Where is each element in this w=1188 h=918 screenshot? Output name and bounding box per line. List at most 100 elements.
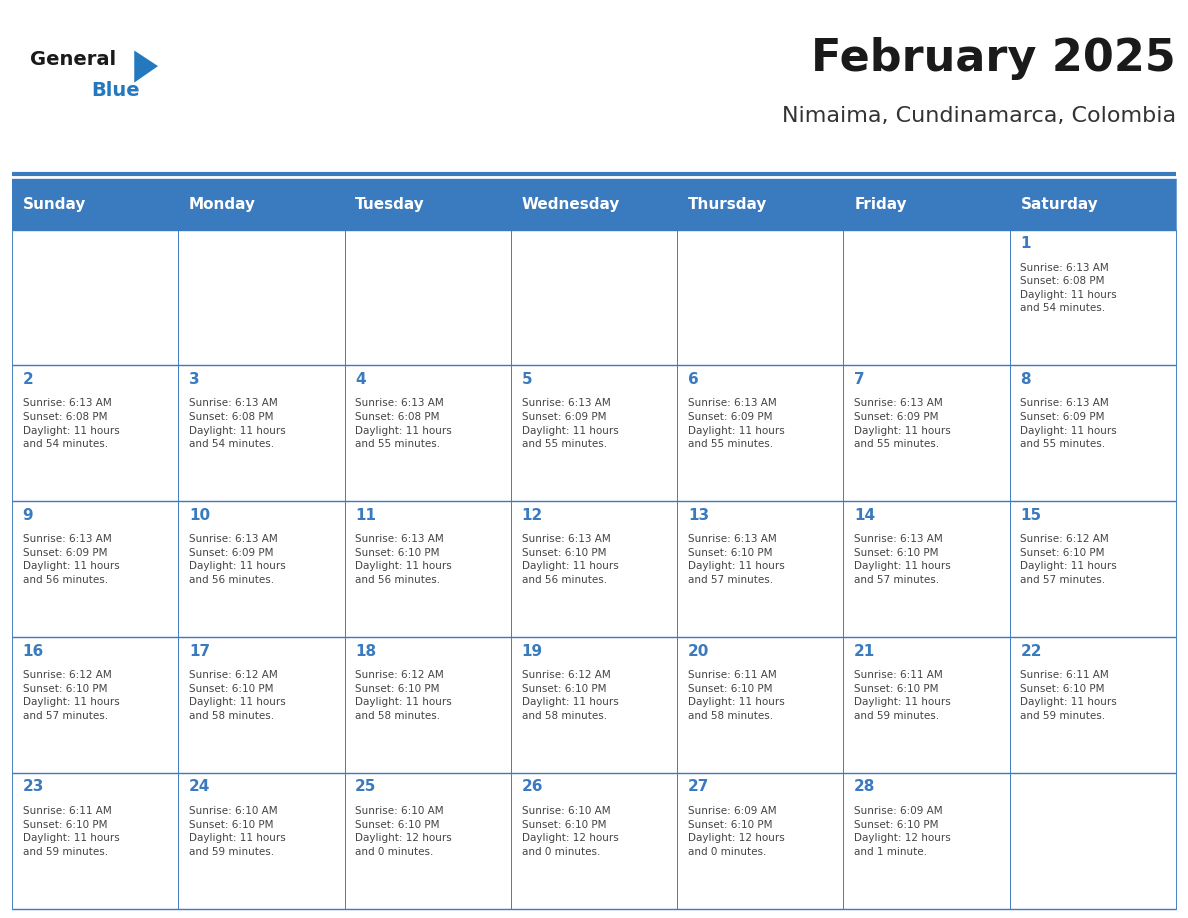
Polygon shape [134,50,158,83]
Text: 23: 23 [23,779,44,794]
Text: 17: 17 [189,644,210,658]
Text: Tuesday: Tuesday [355,196,425,212]
Text: 26: 26 [522,779,543,794]
Text: Sunrise: 6:13 AM
Sunset: 6:10 PM
Daylight: 11 hours
and 56 minutes.: Sunrise: 6:13 AM Sunset: 6:10 PM Dayligh… [522,534,618,585]
Bar [511,637,677,773]
Text: 25: 25 [355,779,377,794]
Text: Sunrise: 6:11 AM
Sunset: 6:10 PM
Daylight: 11 hours
and 59 minutes.: Sunrise: 6:11 AM Sunset: 6:10 PM Dayligh… [23,806,119,856]
Text: 4: 4 [355,372,366,386]
Text: Sunrise: 6:13 AM
Sunset: 6:08 PM
Daylight: 11 hours
and 54 minutes.: Sunrise: 6:13 AM Sunset: 6:08 PM Dayligh… [189,398,285,449]
Text: 1: 1 [1020,236,1031,251]
Text: 5: 5 [522,372,532,386]
Bar [12,365,178,501]
Bar [843,179,1010,230]
Text: 19: 19 [522,644,543,658]
Text: Sunrise: 6:13 AM
Sunset: 6:08 PM
Daylight: 11 hours
and 55 minutes.: Sunrise: 6:13 AM Sunset: 6:08 PM Dayligh… [355,398,451,449]
Text: Sunrise: 6:13 AM
Sunset: 6:10 PM
Daylight: 11 hours
and 56 minutes.: Sunrise: 6:13 AM Sunset: 6:10 PM Dayligh… [355,534,451,585]
Text: Thursday: Thursday [688,196,767,212]
Text: 8: 8 [1020,372,1031,386]
Bar [12,501,178,637]
Bar [12,637,178,773]
Bar [1010,230,1176,365]
Text: February 2025: February 2025 [811,37,1176,80]
Text: Sunrise: 6:12 AM
Sunset: 6:10 PM
Daylight: 11 hours
and 58 minutes.: Sunrise: 6:12 AM Sunset: 6:10 PM Dayligh… [355,670,451,721]
Text: 14: 14 [854,508,876,522]
Bar [511,501,677,637]
Text: 13: 13 [688,508,709,522]
Text: Saturday: Saturday [1020,196,1098,212]
Text: 11: 11 [355,508,377,522]
Bar [511,179,677,230]
Bar [178,773,345,909]
Text: 9: 9 [23,508,33,522]
Bar [345,773,511,909]
Text: 18: 18 [355,644,377,658]
Bar [178,230,345,365]
Bar [178,637,345,773]
Text: 10: 10 [189,508,210,522]
Text: Sunrise: 6:11 AM
Sunset: 6:10 PM
Daylight: 11 hours
and 59 minutes.: Sunrise: 6:11 AM Sunset: 6:10 PM Dayligh… [1020,670,1117,721]
Bar [511,230,677,365]
Text: 16: 16 [23,644,44,658]
Bar [345,637,511,773]
Text: Monday: Monday [189,196,255,212]
Bar [345,230,511,365]
Bar [345,501,511,637]
Text: 6: 6 [688,372,699,386]
Bar [345,365,511,501]
Bar [345,179,511,230]
Text: Wednesday: Wednesday [522,196,620,212]
Bar [1010,365,1176,501]
Text: 7: 7 [854,372,865,386]
Text: Blue: Blue [91,81,140,100]
Text: Sunrise: 6:13 AM
Sunset: 6:09 PM
Daylight: 11 hours
and 55 minutes.: Sunrise: 6:13 AM Sunset: 6:09 PM Dayligh… [854,398,950,449]
Text: Sunrise: 6:13 AM
Sunset: 6:09 PM
Daylight: 11 hours
and 56 minutes.: Sunrise: 6:13 AM Sunset: 6:09 PM Dayligh… [23,534,119,585]
Text: 3: 3 [189,372,200,386]
Text: 12: 12 [522,508,543,522]
Bar [843,365,1010,501]
Text: Sunrise: 6:12 AM
Sunset: 6:10 PM
Daylight: 11 hours
and 58 minutes.: Sunrise: 6:12 AM Sunset: 6:10 PM Dayligh… [522,670,618,721]
Text: Sunrise: 6:12 AM
Sunset: 6:10 PM
Daylight: 11 hours
and 57 minutes.: Sunrise: 6:12 AM Sunset: 6:10 PM Dayligh… [1020,534,1117,585]
Text: Sunrise: 6:13 AM
Sunset: 6:10 PM
Daylight: 11 hours
and 57 minutes.: Sunrise: 6:13 AM Sunset: 6:10 PM Dayligh… [854,534,950,585]
Text: Sunrise: 6:13 AM
Sunset: 6:09 PM
Daylight: 11 hours
and 55 minutes.: Sunrise: 6:13 AM Sunset: 6:09 PM Dayligh… [688,398,784,449]
Text: 20: 20 [688,644,709,658]
Text: Sunrise: 6:13 AM
Sunset: 6:10 PM
Daylight: 11 hours
and 57 minutes.: Sunrise: 6:13 AM Sunset: 6:10 PM Dayligh… [688,534,784,585]
Text: Nimaima, Cundinamarca, Colombia: Nimaima, Cundinamarca, Colombia [782,106,1176,126]
Text: Sunrise: 6:13 AM
Sunset: 6:08 PM
Daylight: 11 hours
and 54 minutes.: Sunrise: 6:13 AM Sunset: 6:08 PM Dayligh… [23,398,119,449]
Text: Sunrise: 6:10 AM
Sunset: 6:10 PM
Daylight: 11 hours
and 59 minutes.: Sunrise: 6:10 AM Sunset: 6:10 PM Dayligh… [189,806,285,856]
Text: Sunrise: 6:10 AM
Sunset: 6:10 PM
Daylight: 12 hours
and 0 minutes.: Sunrise: 6:10 AM Sunset: 6:10 PM Dayligh… [522,806,618,856]
Text: Sunrise: 6:11 AM
Sunset: 6:10 PM
Daylight: 11 hours
and 59 minutes.: Sunrise: 6:11 AM Sunset: 6:10 PM Dayligh… [854,670,950,721]
Bar [1010,773,1176,909]
Bar [178,365,345,501]
Bar [843,230,1010,365]
Bar [843,501,1010,637]
Text: General: General [30,50,115,70]
Text: Friday: Friday [854,196,906,212]
Bar [178,179,345,230]
Bar [677,365,843,501]
Bar [511,773,677,909]
Text: 21: 21 [854,644,876,658]
Text: Sunrise: 6:13 AM
Sunset: 6:08 PM
Daylight: 11 hours
and 54 minutes.: Sunrise: 6:13 AM Sunset: 6:08 PM Dayligh… [1020,263,1117,313]
Text: 15: 15 [1020,508,1042,522]
Text: Sunrise: 6:11 AM
Sunset: 6:10 PM
Daylight: 11 hours
and 58 minutes.: Sunrise: 6:11 AM Sunset: 6:10 PM Dayligh… [688,670,784,721]
Bar [12,230,178,365]
Text: 24: 24 [189,779,210,794]
Bar [1010,637,1176,773]
Bar [843,773,1010,909]
Text: Sunrise: 6:13 AM
Sunset: 6:09 PM
Daylight: 11 hours
and 56 minutes.: Sunrise: 6:13 AM Sunset: 6:09 PM Dayligh… [189,534,285,585]
Bar [843,637,1010,773]
Text: Sunday: Sunday [23,196,86,212]
Bar [677,179,843,230]
Bar [677,637,843,773]
Text: 22: 22 [1020,644,1042,658]
Text: Sunrise: 6:10 AM
Sunset: 6:10 PM
Daylight: 12 hours
and 0 minutes.: Sunrise: 6:10 AM Sunset: 6:10 PM Dayligh… [355,806,451,856]
Text: Sunrise: 6:13 AM
Sunset: 6:09 PM
Daylight: 11 hours
and 55 minutes.: Sunrise: 6:13 AM Sunset: 6:09 PM Dayligh… [522,398,618,449]
Bar [511,365,677,501]
Bar [677,773,843,909]
Text: 27: 27 [688,779,709,794]
Bar [12,773,178,909]
Text: 28: 28 [854,779,876,794]
Bar [1010,179,1176,230]
Bar [677,230,843,365]
